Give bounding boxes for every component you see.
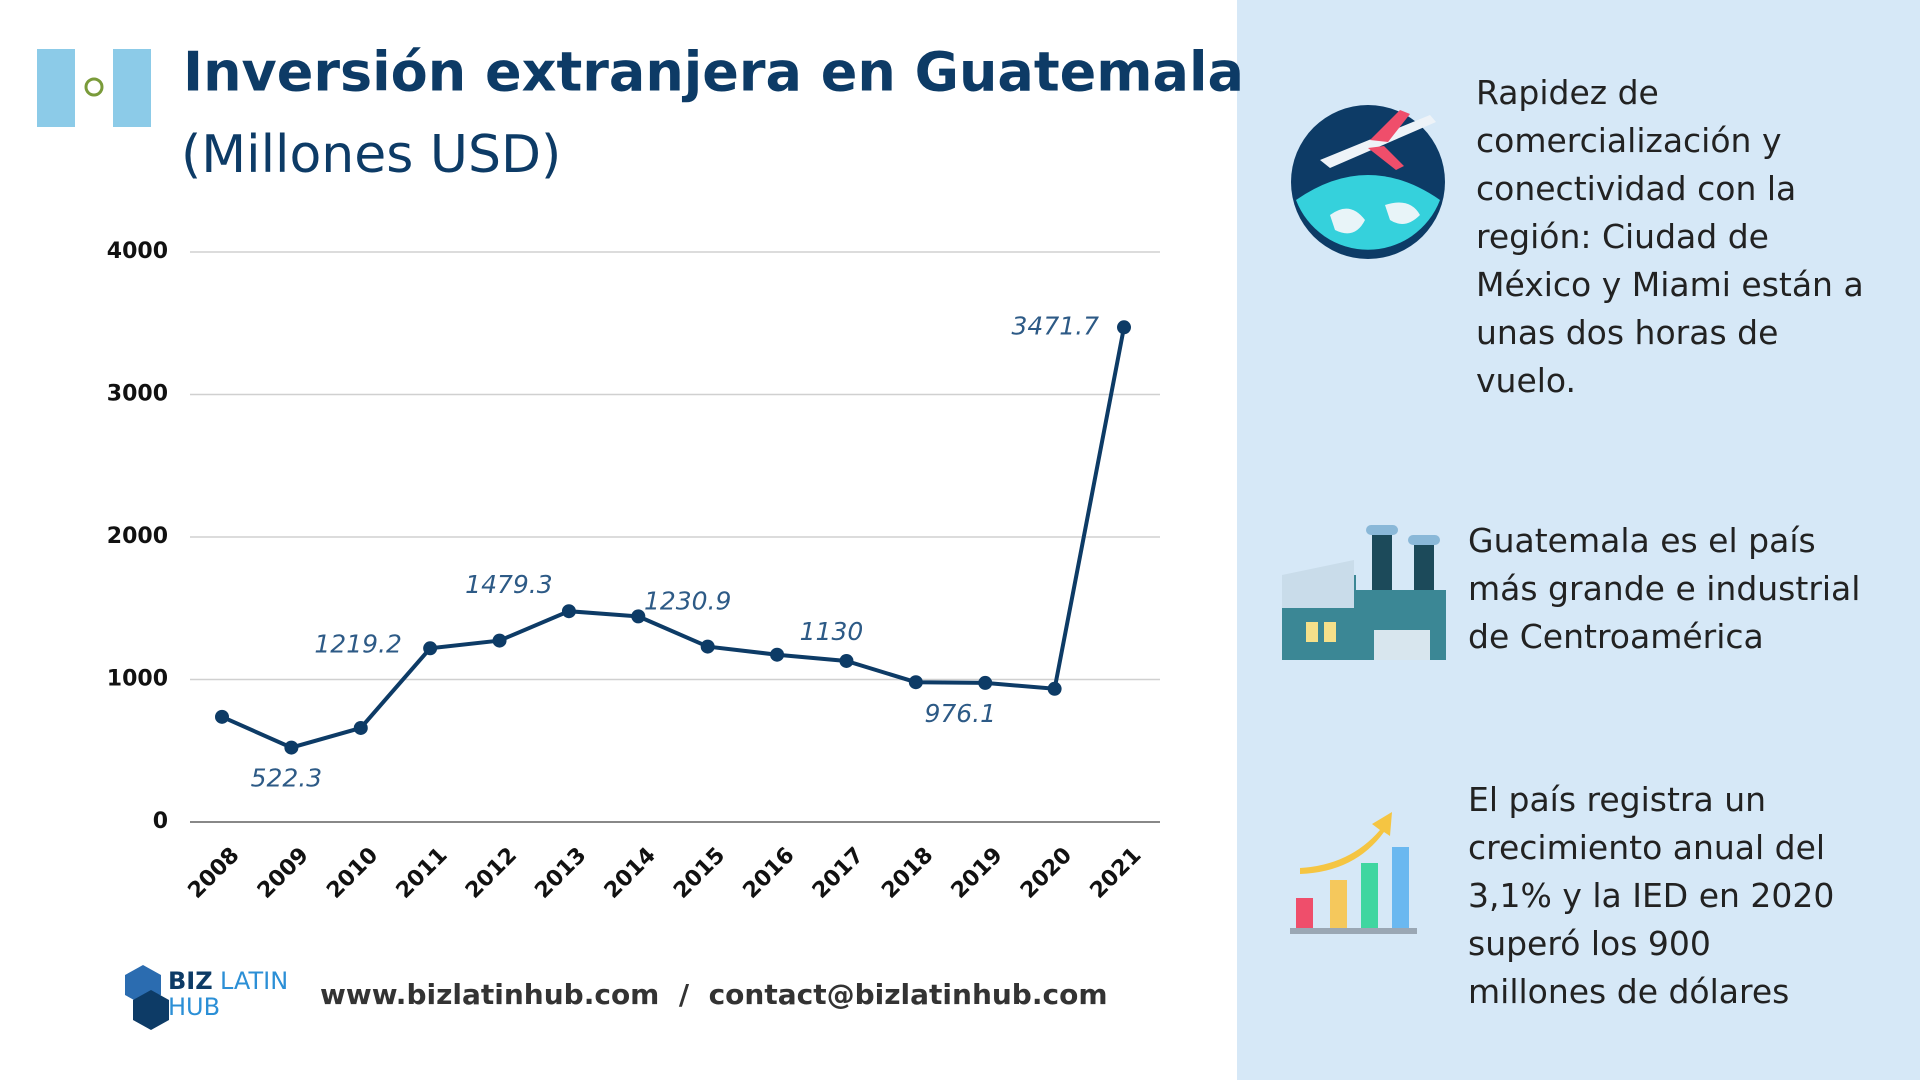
- point: [423, 641, 438, 656]
- point: [908, 675, 923, 690]
- y-tick-label: 4000: [107, 239, 168, 264]
- point: [631, 609, 646, 624]
- data-label: 976.1: [924, 699, 996, 728]
- flag: [37, 49, 151, 127]
- y-tick-label: 3000: [107, 382, 168, 407]
- point: [978, 675, 993, 690]
- point: [353, 720, 368, 735]
- x-tick-label: 2021: [1086, 843, 1147, 904]
- data-label: 1219.2: [314, 629, 401, 658]
- x-tick-label: 2016: [739, 843, 800, 904]
- feature-line: 3,1% y la IED en 2020: [1468, 876, 1835, 915]
- logo: BIZ LATIN HUB: [125, 965, 288, 1030]
- data-label: 1479.3: [465, 570, 552, 599]
- growth-icon: [1290, 812, 1417, 934]
- point: [1047, 681, 1062, 696]
- feature-line: conectividad con la: [1476, 169, 1797, 208]
- point: [492, 633, 507, 648]
- contact: www.bizlatinhub.com / contact@bizlatinhu…: [320, 978, 1108, 1011]
- x-tick-label: 2014: [600, 843, 661, 904]
- point: [1117, 320, 1131, 335]
- logo-latin: LATIN: [220, 967, 288, 995]
- data-label: 1130: [800, 617, 864, 646]
- x-tick-label: 2020: [1016, 843, 1077, 904]
- line: [221, 326, 1126, 750]
- globe-icon: [1291, 105, 1445, 259]
- feature-line: región: Ciudad de: [1476, 217, 1769, 256]
- x-tick-label: 2010: [322, 843, 383, 904]
- x-tick-label: 2017: [808, 843, 869, 904]
- feature-line: unas dos horas de: [1476, 313, 1779, 352]
- point: [561, 604, 576, 619]
- data-label: 1230.9: [644, 587, 731, 616]
- point: [839, 653, 854, 668]
- y-tick-label: 0: [153, 809, 168, 834]
- x-tick-label: 2011: [392, 843, 453, 904]
- x-tick-label: 2009: [253, 843, 314, 904]
- y-tick-label: 2000: [107, 524, 168, 549]
- logo-hub: HUB: [168, 993, 220, 1021]
- x-tick-label: 2015: [669, 843, 730, 904]
- data-label: 3471.7: [1012, 311, 1100, 340]
- feature-line: más grande e industrial: [1468, 569, 1861, 608]
- feature-text: El país registra un crecimiento anual del…: [1468, 776, 1834, 1016]
- point: [215, 709, 229, 724]
- feature-line: millones de dólares: [1468, 972, 1790, 1011]
- data-label: 522.3: [251, 764, 323, 793]
- point: [700, 639, 715, 654]
- feature-text: Rapidez de comercialización y conectividad…: [1476, 69, 1864, 405]
- feature-line: crecimiento anual del: [1468, 828, 1826, 867]
- point: [770, 647, 785, 662]
- chart-subtitle: (Millones USD): [181, 125, 561, 185]
- point: [284, 740, 299, 755]
- feature-line: El país registra un: [1468, 780, 1767, 819]
- x-tick-label: 2008: [184, 843, 245, 904]
- feature-line: Rapidez de: [1476, 73, 1659, 112]
- factory-icon: [1282, 525, 1446, 660]
- feature-line: superó los 900: [1468, 924, 1711, 963]
- chart-title: Inversión extranjera en Guatemala: [183, 41, 1244, 104]
- feature-line: vuelo.: [1476, 361, 1577, 400]
- x-tick-label: 2012: [461, 843, 522, 904]
- x-tick-label: 2013: [530, 843, 591, 904]
- feature-line: de Centroamérica: [1468, 617, 1764, 656]
- x-tick-label: 2018: [877, 843, 938, 904]
- y-tick-label: 1000: [107, 667, 168, 692]
- feature-text: Guatemala es el país más grande e industr…: [1468, 517, 1860, 661]
- feature-line: Guatemala es el país: [1468, 521, 1816, 560]
- logo-biz: BIZ: [168, 967, 213, 995]
- feature-line: México y Miami están a: [1476, 265, 1864, 304]
- x-tick-label: 2019: [947, 843, 1008, 904]
- feature-line: comercialización y: [1476, 121, 1782, 160]
